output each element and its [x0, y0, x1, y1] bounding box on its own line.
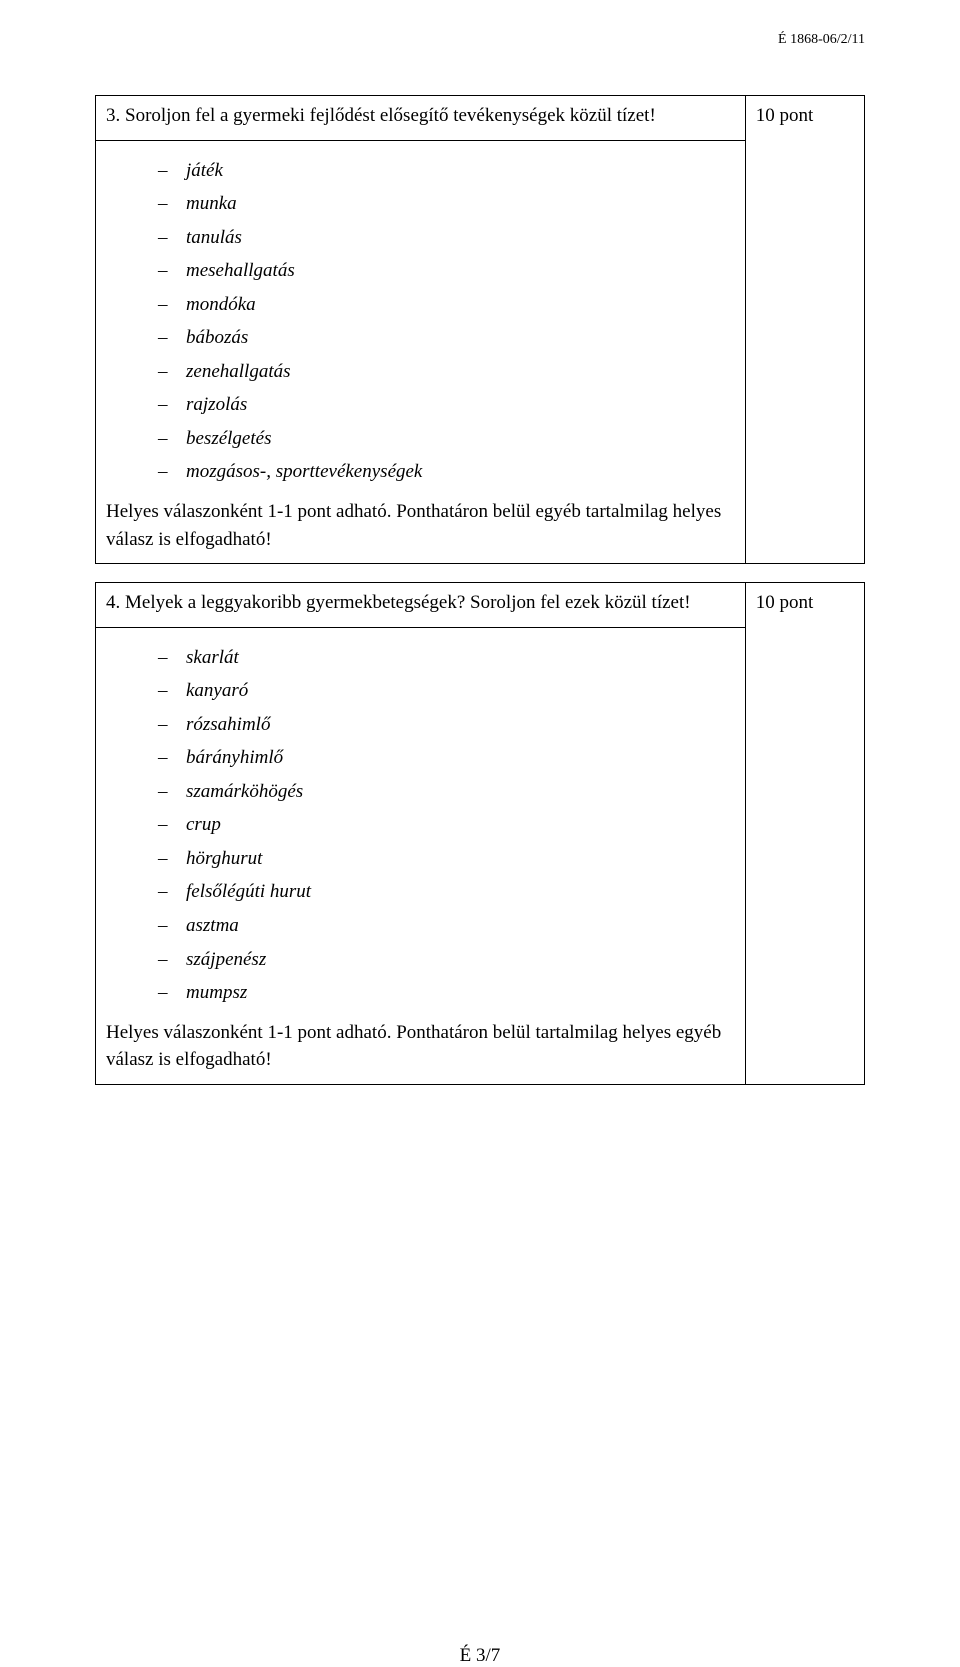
- question-3-table: 3. Soroljon fel a gyermeki fejlődést elő…: [95, 95, 865, 564]
- q3-item: mesehallgatás: [158, 257, 735, 285]
- q4-prompt: 4. Melyek a leggyakoribb gyermekbetegség…: [106, 592, 691, 613]
- q3-item: tanulás: [158, 224, 735, 252]
- q4-note: Helyes válaszonként 1-1 pont adható. Pon…: [106, 1019, 735, 1074]
- q4-points: 10 pont: [756, 592, 814, 613]
- q4-item: szamárköhögés: [158, 778, 735, 806]
- q3-item: bábozás: [158, 324, 735, 352]
- q4-item: skarlát: [158, 644, 735, 672]
- q3-item: mozgásos-, sporttevékenységek: [158, 458, 735, 486]
- q4-item: mumpsz: [158, 979, 735, 1007]
- page: É 1868-06/2/11 3. Soroljon fel a gyermek…: [0, 0, 960, 1667]
- q3-item: zenehallgatás: [158, 358, 735, 386]
- q4-item: rózsahimlő: [158, 711, 735, 739]
- q4-prompt-cell: 4. Melyek a leggyakoribb gyermekbetegség…: [96, 583, 746, 628]
- q4-item: szájpenész: [158, 946, 735, 974]
- q4-points-cell: 10 pont: [745, 583, 864, 1085]
- q3-prompt-cell: 3. Soroljon fel a gyermeki fejlődést elő…: [96, 96, 746, 141]
- q3-answer-list: játék munka tanulás mesehallgatás mondóka báb…: [106, 157, 735, 486]
- q3-item: mondóka: [158, 291, 735, 319]
- q4-item: asztma: [158, 912, 735, 940]
- q3-prompt: 3. Soroljon fel a gyermeki fejlődést elő…: [106, 105, 656, 126]
- q3-points: 10 pont: [756, 105, 814, 126]
- q4-answer-cell: skarlát kanyaró rózsahimlő bárányhimlő szamá…: [96, 627, 746, 1084]
- q3-item: játék: [158, 157, 735, 185]
- question-4-table: 4. Melyek a leggyakoribb gyermekbetegség…: [95, 582, 865, 1085]
- q4-answer-list: skarlát kanyaró rózsahimlő bárányhimlő szamá…: [106, 644, 735, 1007]
- q3-item: beszélgetés: [158, 425, 735, 453]
- q3-item: munka: [158, 190, 735, 218]
- document-id: É 1868-06/2/11: [778, 32, 865, 48]
- q4-item: kanyaró: [158, 677, 735, 705]
- q4-item: bárányhimlő: [158, 744, 735, 772]
- q3-item: rajzolás: [158, 391, 735, 419]
- q3-answer-cell: játék munka tanulás mesehallgatás mondóka báb…: [96, 140, 746, 564]
- q4-item: felsőlégúti hurut: [158, 878, 735, 906]
- page-number: É 3/7: [95, 1645, 865, 1667]
- q3-note: Helyes válaszonként 1-1 pont adható. Pon…: [106, 498, 735, 553]
- q4-item: hörghurut: [158, 845, 735, 873]
- q3-points-cell: 10 pont: [745, 96, 864, 564]
- content: 3. Soroljon fel a gyermeki fejlődést elő…: [95, 95, 865, 1667]
- q4-item: crup: [158, 811, 735, 839]
